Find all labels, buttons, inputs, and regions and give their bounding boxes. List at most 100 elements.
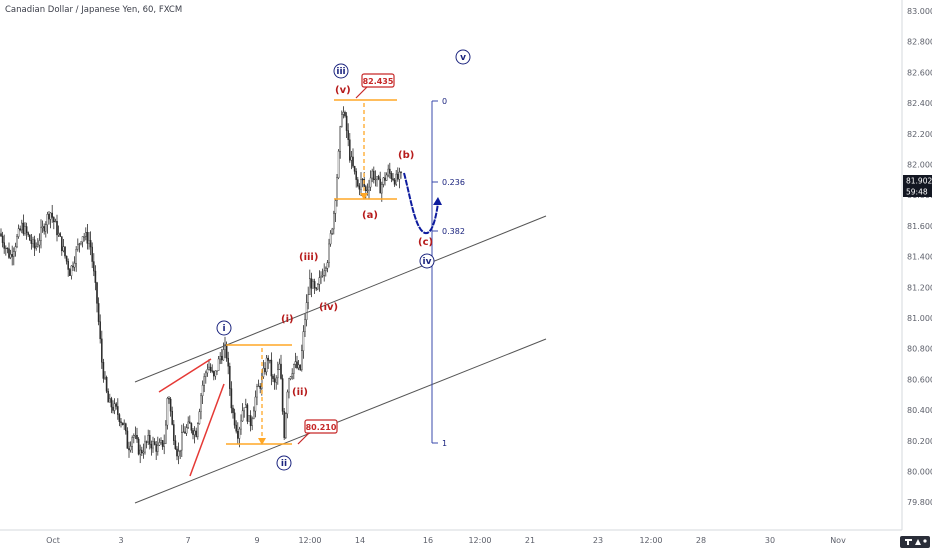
candle-body	[75, 248, 77, 264]
candle-body	[400, 171, 402, 174]
candle-body	[140, 449, 143, 454]
candle-body	[48, 214, 50, 220]
candle-body	[166, 398, 169, 426]
x-tick-label: 16	[423, 536, 433, 545]
candle-body	[169, 398, 172, 412]
candle-body	[358, 185, 361, 190]
candle-body	[321, 275, 324, 277]
candle-body	[195, 430, 198, 437]
candle-body	[352, 156, 354, 167]
channel-upper-line	[134, 215, 547, 383]
candle-body	[246, 404, 249, 422]
candle-body	[153, 441, 156, 445]
candle-body	[208, 366, 210, 370]
candle-body	[206, 369, 209, 374]
wave-label-v-blue-text: v	[460, 53, 466, 63]
candle-body	[185, 427, 188, 434]
candle-body	[307, 294, 310, 303]
x-tick-label: 14	[355, 536, 365, 545]
x-tick-label: 12:00	[298, 536, 321, 545]
candle-body	[107, 391, 109, 403]
candle-body	[132, 435, 135, 438]
candle-body	[285, 413, 287, 438]
candle-body	[45, 224, 47, 232]
candle-body	[80, 241, 82, 244]
red-trend-line-1	[158, 358, 212, 393]
candle-body	[296, 361, 298, 369]
y-tick-label: 80.800	[907, 345, 932, 354]
wave-label-a-red: (a)	[362, 210, 378, 221]
candle-body	[326, 262, 329, 269]
candle-body	[286, 391, 289, 414]
candle-body	[347, 130, 350, 140]
candle-body	[11, 254, 14, 257]
candle-body	[120, 421, 122, 423]
candle-body	[366, 189, 369, 192]
candle-body	[70, 265, 73, 276]
candle-body	[59, 233, 61, 237]
candle-body	[41, 226, 44, 229]
x-tick-label: 7	[185, 536, 190, 545]
fib-label-0382: 0.382	[442, 227, 465, 236]
y-tick-label: 82.200	[907, 130, 932, 139]
last-price-label: 81.902 59:48	[903, 175, 932, 197]
candle-body	[269, 359, 271, 362]
y-tick-label: 82.600	[907, 68, 932, 77]
candle-body	[301, 350, 303, 370]
candle-body	[244, 404, 247, 408]
candle-body	[272, 375, 274, 379]
candle-body	[168, 398, 170, 400]
candle-body	[94, 270, 97, 283]
candle-body	[116, 406, 119, 415]
candle-body	[214, 370, 217, 377]
candle-body	[78, 243, 81, 245]
wave-label-ii-blue-text: ii	[281, 459, 287, 469]
candle-body	[158, 442, 161, 446]
candle-body	[8, 248, 10, 258]
candle-body	[179, 449, 182, 452]
candle-body	[30, 240, 33, 244]
candle-body	[204, 372, 207, 377]
y-tick-label: 80.000	[907, 468, 932, 477]
candle-body	[24, 226, 26, 234]
candle-body	[264, 368, 266, 373]
candle-body	[136, 435, 138, 440]
candle-body	[382, 177, 385, 185]
red-trend-line-2	[189, 383, 225, 477]
candle-body	[280, 363, 282, 379]
x-tick-label: 9	[254, 536, 259, 545]
candle-body	[310, 278, 313, 289]
candle-body	[277, 369, 279, 379]
candle-body	[361, 179, 364, 181]
candle-body	[102, 362, 105, 379]
candle-body	[156, 445, 159, 452]
candle-body	[291, 373, 294, 377]
candle-body	[88, 240, 90, 244]
candle-body	[147, 435, 150, 443]
orange-arrowhead-2	[360, 193, 368, 200]
candle-body	[81, 236, 84, 243]
candle-body	[12, 251, 15, 257]
candle-body	[142, 451, 145, 454]
candle-body	[137, 438, 140, 455]
candle-body	[224, 344, 226, 350]
price-callout-80210: 80.210	[297, 419, 338, 445]
countdown-text: 59:48	[906, 188, 928, 197]
candle-body	[16, 236, 18, 247]
candle-body	[345, 115, 348, 131]
candle-body	[144, 441, 146, 453]
wave-label-v-red: (v)	[335, 85, 351, 96]
candle-body	[57, 233, 60, 236]
candle-body	[32, 239, 34, 244]
y-tick-label: 80.200	[907, 437, 932, 446]
candle-body	[302, 331, 305, 351]
candle-body	[38, 240, 41, 246]
candle-body	[134, 435, 137, 437]
candle-body	[265, 357, 268, 373]
candle-body	[368, 186, 370, 191]
candle-body	[209, 366, 212, 371]
candle-body	[100, 338, 103, 363]
candle-body	[124, 423, 127, 432]
candle-body	[369, 177, 372, 188]
